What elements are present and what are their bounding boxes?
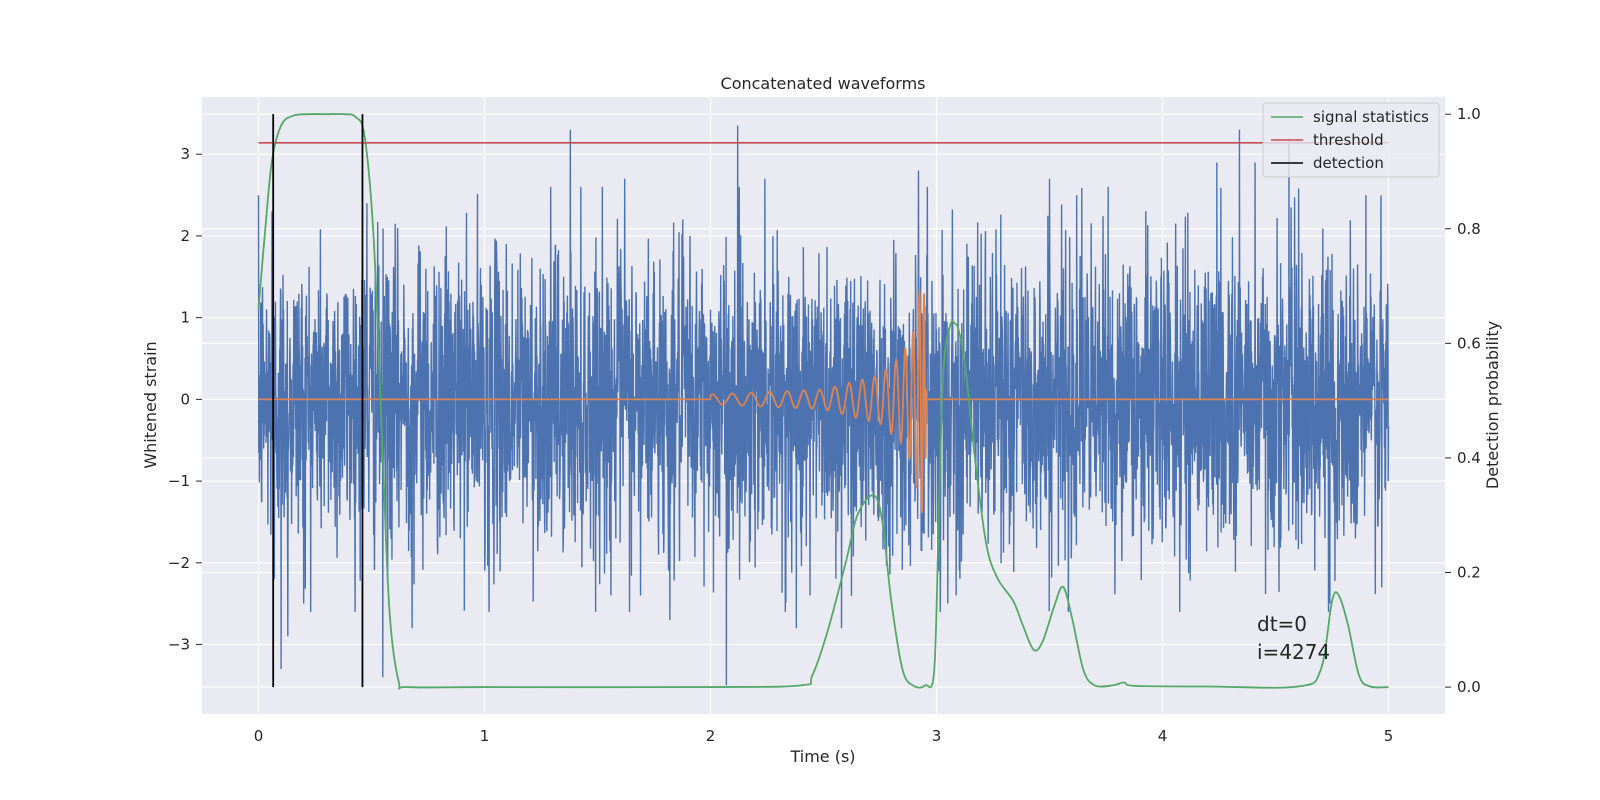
template-series bbox=[258, 290, 1389, 514]
legend-label-detection: detection bbox=[1313, 154, 1384, 172]
y-tick-label-right: 1.0 bbox=[1457, 105, 1481, 123]
y-tick-label-right: 0.0 bbox=[1457, 678, 1481, 696]
detection-series bbox=[272, 114, 364, 688]
x-axis-label: Time (s) bbox=[789, 747, 855, 766]
signal-statistics-series bbox=[257, 113, 1389, 690]
y-tick-label-right: 0.4 bbox=[1457, 449, 1481, 467]
template-line bbox=[258, 290, 1389, 514]
x-tick-label: 0 bbox=[254, 727, 264, 745]
y-tick-label-left: −3 bbox=[168, 636, 190, 654]
y-tick-label-right: 0.6 bbox=[1457, 334, 1481, 352]
y-axis-label-left: Whitened strain bbox=[141, 341, 160, 468]
legend-label-threshold: threshold bbox=[1313, 131, 1384, 149]
signal-statistics-line bbox=[257, 113, 1389, 690]
legend-label-signal-statistics: signal statistics bbox=[1313, 108, 1429, 126]
axes-layer: 0 1 2 3 4 5 −3 −2 −1 0 1 2 3 0.0 0.2 0.4 0.6 0.8 1.0 bbox=[168, 105, 1481, 745]
strain-series bbox=[257, 125, 1390, 686]
y-tick-label-right: 0.2 bbox=[1457, 563, 1481, 581]
x-tick-label: 3 bbox=[932, 727, 942, 745]
y-tick-label-right: 0.8 bbox=[1457, 220, 1481, 238]
chart-title: Concatenated waveforms bbox=[721, 74, 926, 93]
legend: signal statistics threshold detection bbox=[1262, 102, 1440, 178]
y-tick-label-left: −2 bbox=[168, 554, 190, 572]
strain-line bbox=[257, 125, 1390, 686]
y-tick-label-left: 2 bbox=[180, 227, 190, 245]
annotation-index: i=4274 bbox=[1257, 640, 1330, 664]
y-tick-label-left: 1 bbox=[180, 309, 190, 327]
x-tick-label: 5 bbox=[1384, 727, 1394, 745]
y-tick-label-left: 3 bbox=[180, 145, 190, 163]
legend-box bbox=[1262, 102, 1440, 178]
annotation-dt: dt=0 bbox=[1257, 612, 1307, 636]
x-tick-label: 2 bbox=[706, 727, 716, 745]
y-tick-label-left: −1 bbox=[168, 472, 190, 490]
x-tick-label: 4 bbox=[1158, 727, 1168, 745]
y-axis-label-right: Detection probability bbox=[1483, 321, 1502, 489]
y-tick-label-left: 0 bbox=[180, 390, 190, 408]
x-tick-label: 1 bbox=[480, 727, 490, 745]
